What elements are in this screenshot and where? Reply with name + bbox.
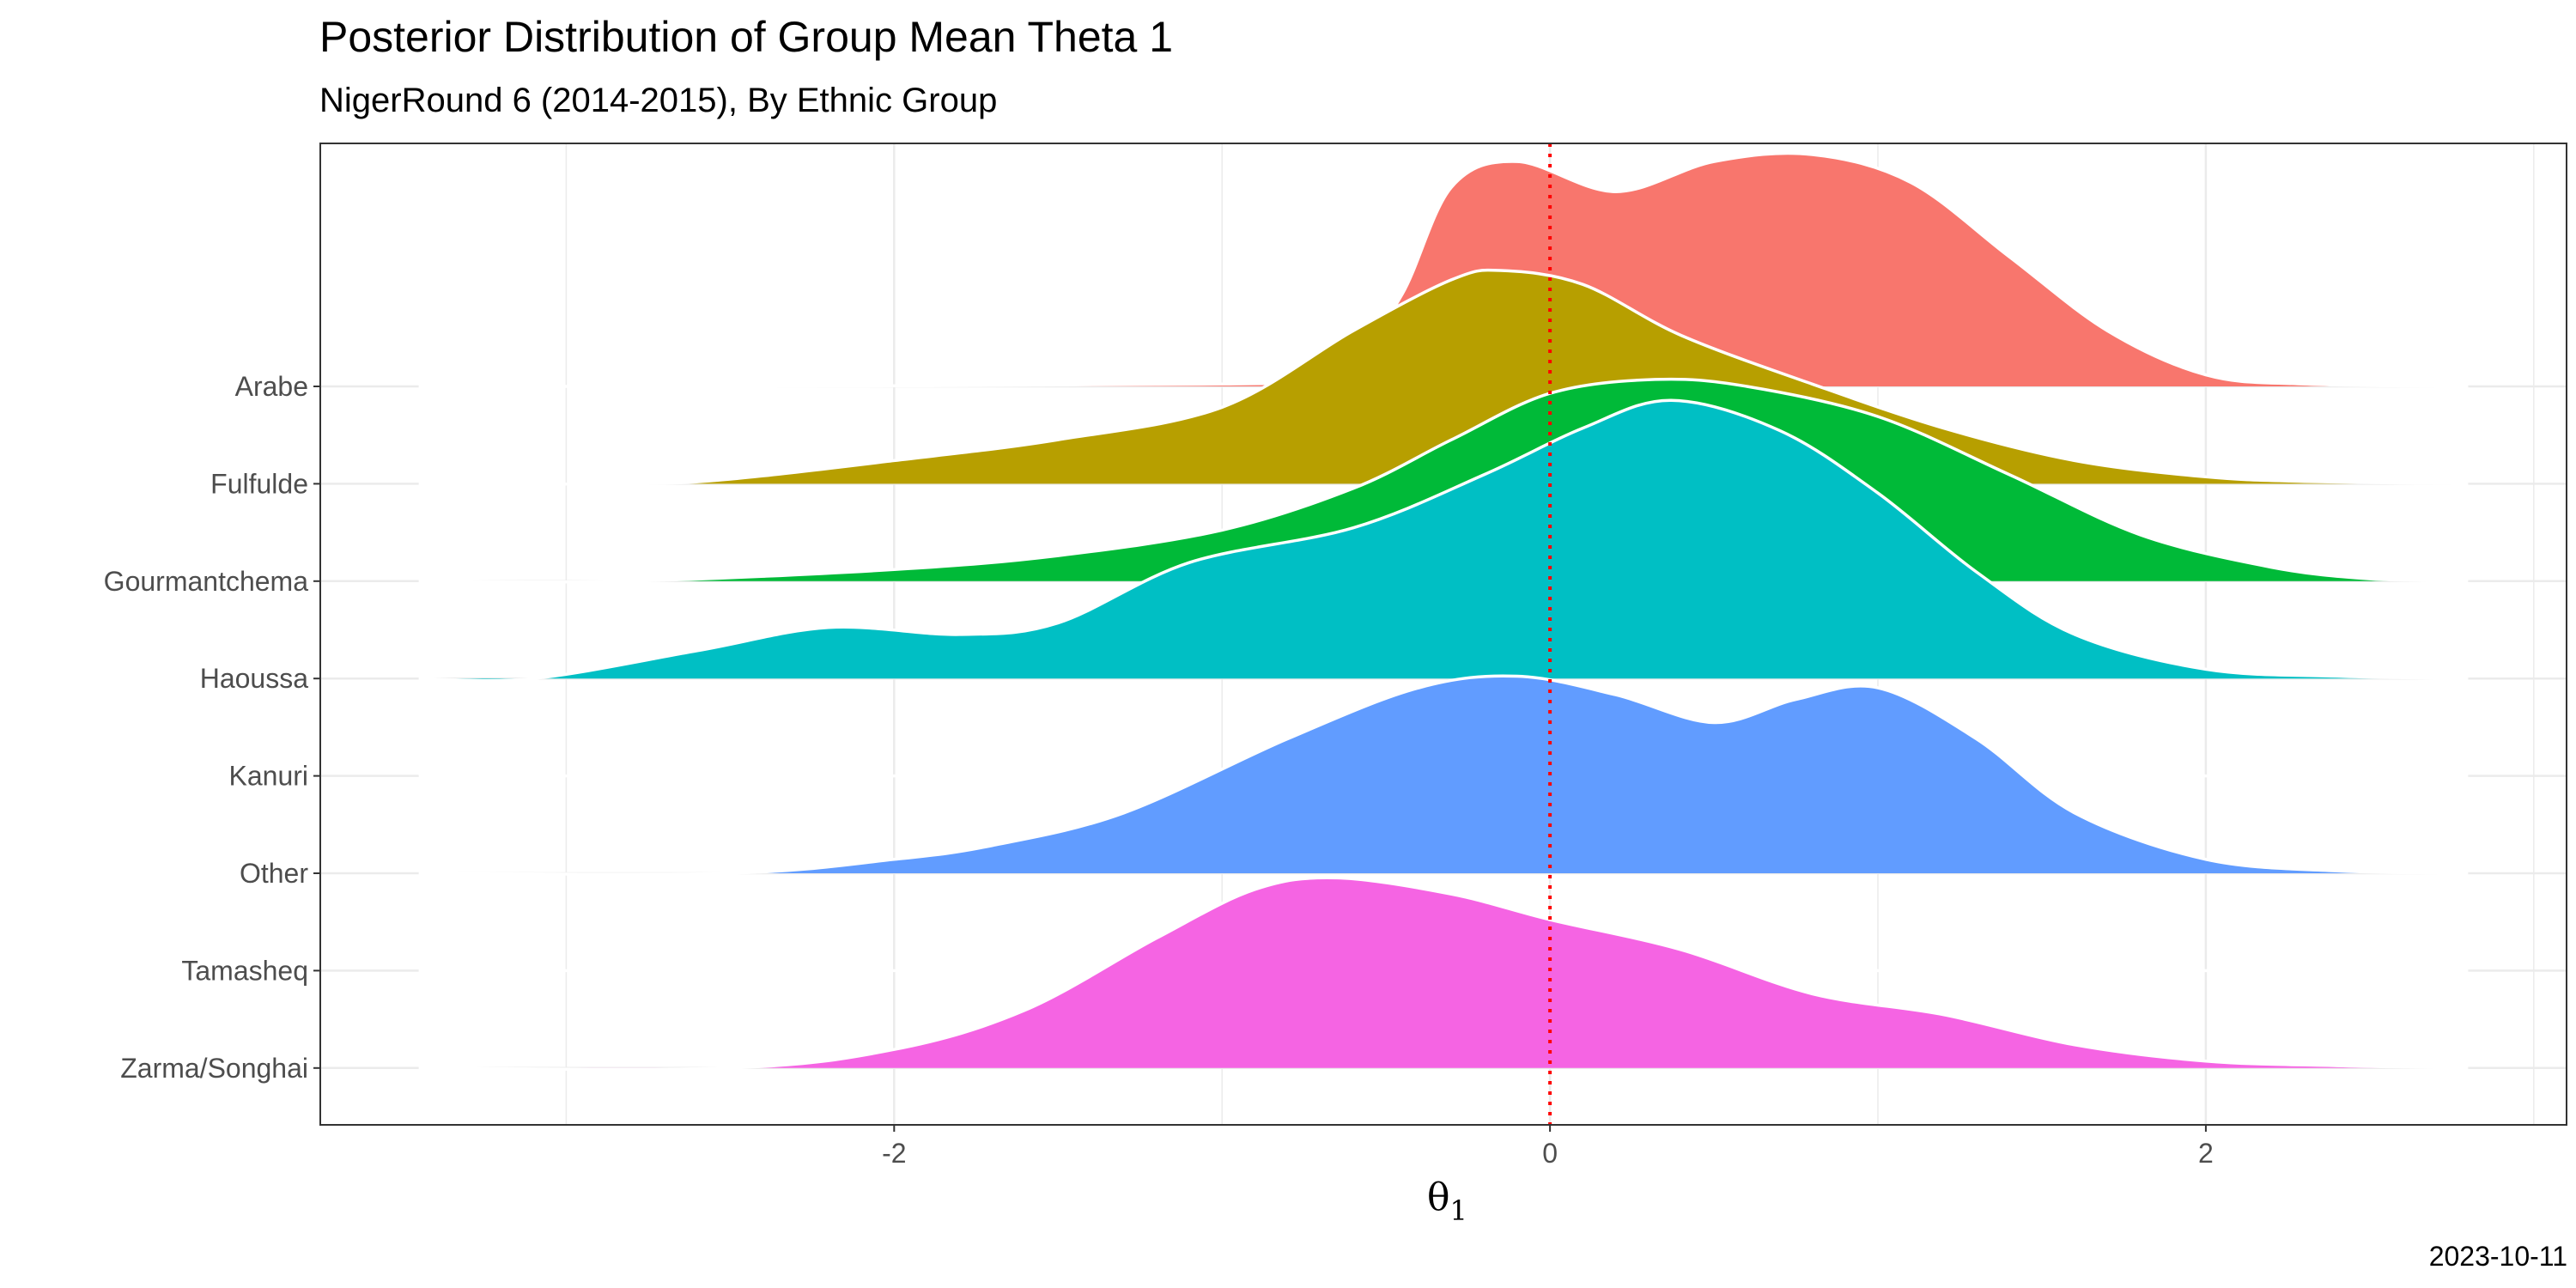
x-tick-label: 2 bbox=[2198, 1138, 2214, 1169]
y-tick-label: Tamasheq bbox=[181, 955, 308, 986]
ridges bbox=[418, 151, 2469, 1072]
y-tick-label: Kanuri bbox=[229, 761, 309, 792]
y-tick-label: Gourmantchema bbox=[104, 566, 309, 597]
ridge-outline bbox=[418, 674, 2469, 876]
ridge-other bbox=[418, 674, 2469, 876]
ridge-fill bbox=[418, 400, 2469, 681]
ridge-haoussa bbox=[418, 398, 2469, 683]
plot-panel-border bbox=[319, 143, 2567, 1126]
ridge-outline bbox=[418, 268, 2469, 486]
ridge-fill bbox=[418, 676, 2469, 875]
ridge-fill bbox=[418, 878, 2469, 1070]
y-axis: Arabe Fulfulde Gourmantchema Haoussa Kanuri O… bbox=[104, 371, 320, 1084]
chart-caption: 2023-10-11 bbox=[2429, 1241, 2567, 1272]
chart-title: Posterior Distribution of Group Mean The… bbox=[319, 13, 1173, 61]
ridge-arabe bbox=[418, 151, 2469, 388]
ridge-fill bbox=[418, 270, 2469, 484]
y-tick-label: Haoussa bbox=[200, 663, 309, 694]
ridge-fulfulde bbox=[418, 268, 2469, 486]
ridge-outline bbox=[418, 151, 2469, 388]
y-tick-label: Zarma/Songhai bbox=[120, 1053, 308, 1084]
x-tick-label: 0 bbox=[1542, 1138, 1558, 1169]
x-axis-title-symbol: θ bbox=[1427, 1176, 1450, 1219]
y-tick-label: Fulfulde bbox=[210, 468, 308, 499]
y-tick-label: Arabe bbox=[235, 371, 308, 402]
x-axis: -2 0 2 bbox=[882, 1125, 2214, 1169]
chart-subtitle: NigerRound 6 (2014-2015), By Ethnic Grou… bbox=[319, 82, 997, 119]
x-axis-title-subscript: 1 bbox=[1450, 1194, 1467, 1227]
ridge-outline bbox=[418, 398, 2469, 683]
ridge-outline bbox=[418, 876, 2469, 1072]
x-axis-title: θ1 bbox=[1427, 1176, 1467, 1227]
x-tick-label: -2 bbox=[882, 1138, 906, 1169]
y-tick-label: Other bbox=[240, 858, 308, 889]
ridge-zarma-songhai bbox=[418, 876, 2469, 1072]
ridge-fill bbox=[418, 153, 2469, 387]
ridge-fill bbox=[418, 379, 2469, 582]
